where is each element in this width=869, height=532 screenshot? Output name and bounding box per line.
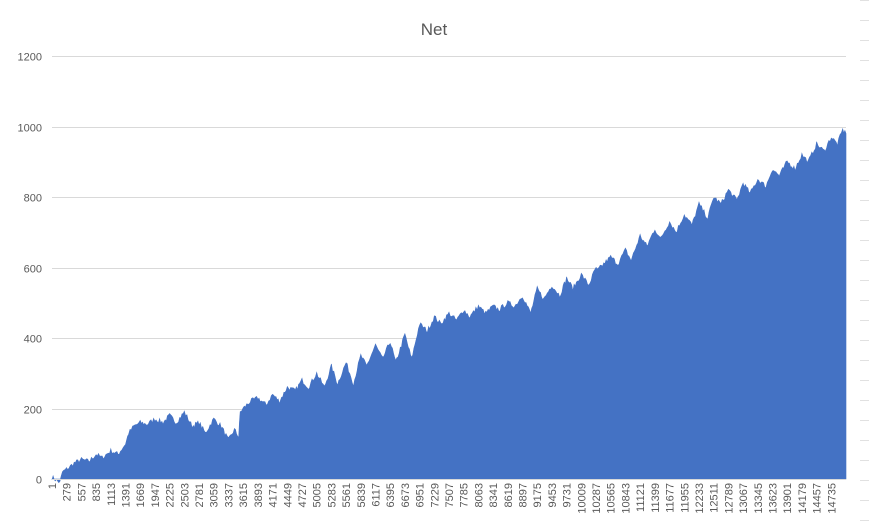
x-tick-label: 3893	[253, 483, 265, 507]
y-tick-label: 600	[24, 264, 42, 276]
x-tick-label: 9175	[532, 483, 544, 507]
x-tick-label: 7229	[429, 483, 441, 507]
x-tick-label: 557	[76, 483, 88, 501]
x-tick-label: 2781	[194, 483, 206, 507]
x-tick-label: 1	[47, 483, 59, 489]
y-tick-label: 1200	[18, 52, 42, 64]
x-tick-label: 5839	[356, 483, 368, 507]
x-tick-label: 13345	[753, 483, 765, 514]
x-tick-label: 14457	[812, 483, 824, 514]
x-tick-label: 1113	[106, 483, 118, 506]
series-area-0	[51, 127, 847, 484]
x-tick-label: 835	[91, 483, 103, 501]
x-tick-label: 3615	[238, 483, 250, 507]
x-tick-label: 6951	[415, 483, 427, 507]
x-tick-label: 12789	[723, 483, 735, 514]
x-tick-label: 7507	[444, 483, 456, 507]
x-tick-label: 11955	[679, 483, 691, 513]
x-tick-label: 12511	[709, 483, 721, 513]
x-tick-label: 10009	[576, 483, 588, 514]
x-tick-label: 3059	[209, 483, 221, 507]
x-tick-label: 13623	[768, 483, 780, 514]
x-tick-label: 14179	[797, 483, 809, 514]
x-tick-label: 9731	[562, 483, 574, 507]
x-tick-label: 2503	[179, 483, 191, 507]
x-tick-label: 5005	[312, 483, 324, 507]
x-tick-label: 279	[62, 483, 74, 501]
x-tick-label: 4171	[268, 483, 280, 507]
x-tick-label: 11121	[635, 483, 647, 512]
x-tick-label: 8063	[473, 483, 485, 507]
y-tick-label: 0	[36, 475, 42, 487]
x-tick-label: 8341	[488, 483, 500, 507]
x-tick-label: 13901	[782, 483, 794, 514]
x-tick-label: 13067	[738, 483, 750, 514]
x-tick-label: 6395	[385, 483, 397, 507]
x-tick-label: 6673	[400, 483, 412, 507]
x-tick-label: 1669	[135, 483, 147, 507]
x-tick-label: 11399	[650, 483, 662, 513]
x-tick-label: 10843	[620, 483, 632, 514]
x-tick-label: 7785	[459, 483, 471, 507]
x-tick-label: 14735	[826, 483, 838, 514]
y-tick-label: 1000	[18, 123, 42, 135]
x-tick-label: 2225	[165, 483, 177, 507]
x-tick-label: 6117	[371, 483, 383, 507]
series-area-layer	[51, 127, 847, 484]
x-tick-label: 9453	[547, 483, 559, 507]
x-tick-label: 3337	[223, 483, 235, 507]
x-tick-label: 10287	[591, 483, 603, 514]
x-tick-label: 5561	[341, 483, 353, 507]
x-tick-label: 8619	[503, 483, 515, 507]
x-tick-label: 5283	[326, 483, 338, 507]
y-tick-label: 200	[24, 405, 42, 417]
x-tick-label: 1391	[121, 483, 133, 507]
x-tick-label: 10565	[606, 483, 618, 514]
x-tick-label: 11677	[665, 483, 677, 513]
x-tick-label: 4449	[282, 483, 294, 507]
x-tick-label: 8897	[518, 483, 530, 507]
x-tick-label: 4727	[297, 483, 309, 507]
y-tick-label: 400	[24, 334, 42, 346]
x-tick-label: 1947	[150, 483, 162, 507]
y-tick-label: 800	[24, 193, 42, 205]
chart-title: Net	[421, 20, 448, 39]
x-tick-label: 12233	[694, 483, 706, 514]
